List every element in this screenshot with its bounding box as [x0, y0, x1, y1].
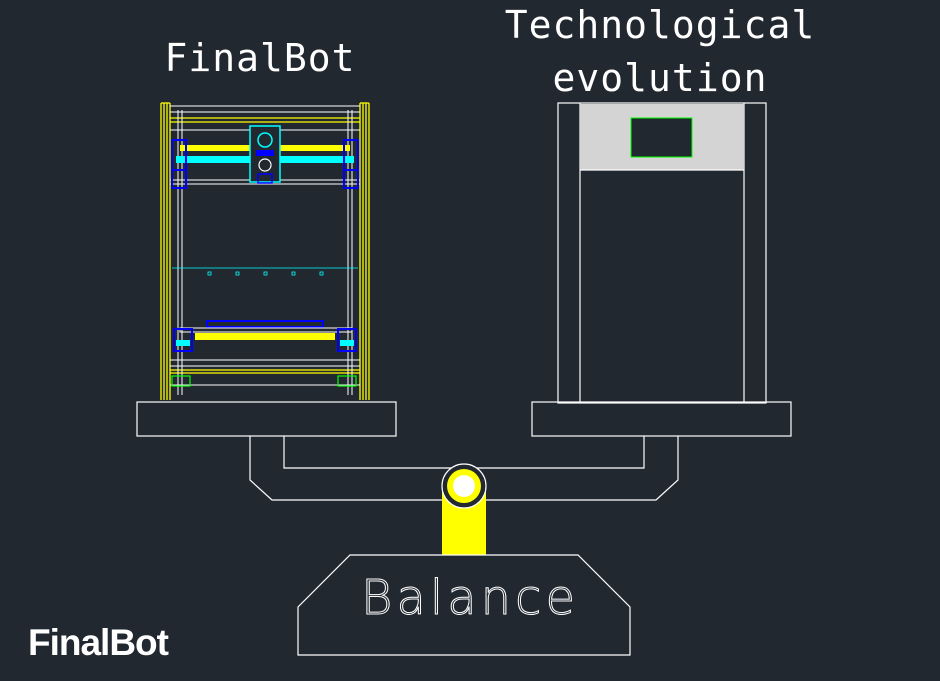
left-pan [136, 401, 397, 437]
right-pan [531, 401, 792, 437]
base-label: Balance [361, 570, 579, 627]
brand-logo-text: FinalBot [28, 622, 169, 663]
balance-base [297, 554, 631, 656]
right-title: Technological evolution [480, 0, 840, 106]
right-title-line-2: evolution [552, 56, 768, 100]
right-title-line-1: Technological [504, 3, 816, 47]
pivot-pin [453, 475, 475, 497]
display-screen [630, 117, 693, 158]
left-title: FinalBot [164, 36, 356, 80]
finalbot-machine [160, 102, 370, 400]
print-bed [173, 320, 357, 352]
print-head [249, 125, 281, 184]
technological-evolution-object [557, 102, 767, 404]
